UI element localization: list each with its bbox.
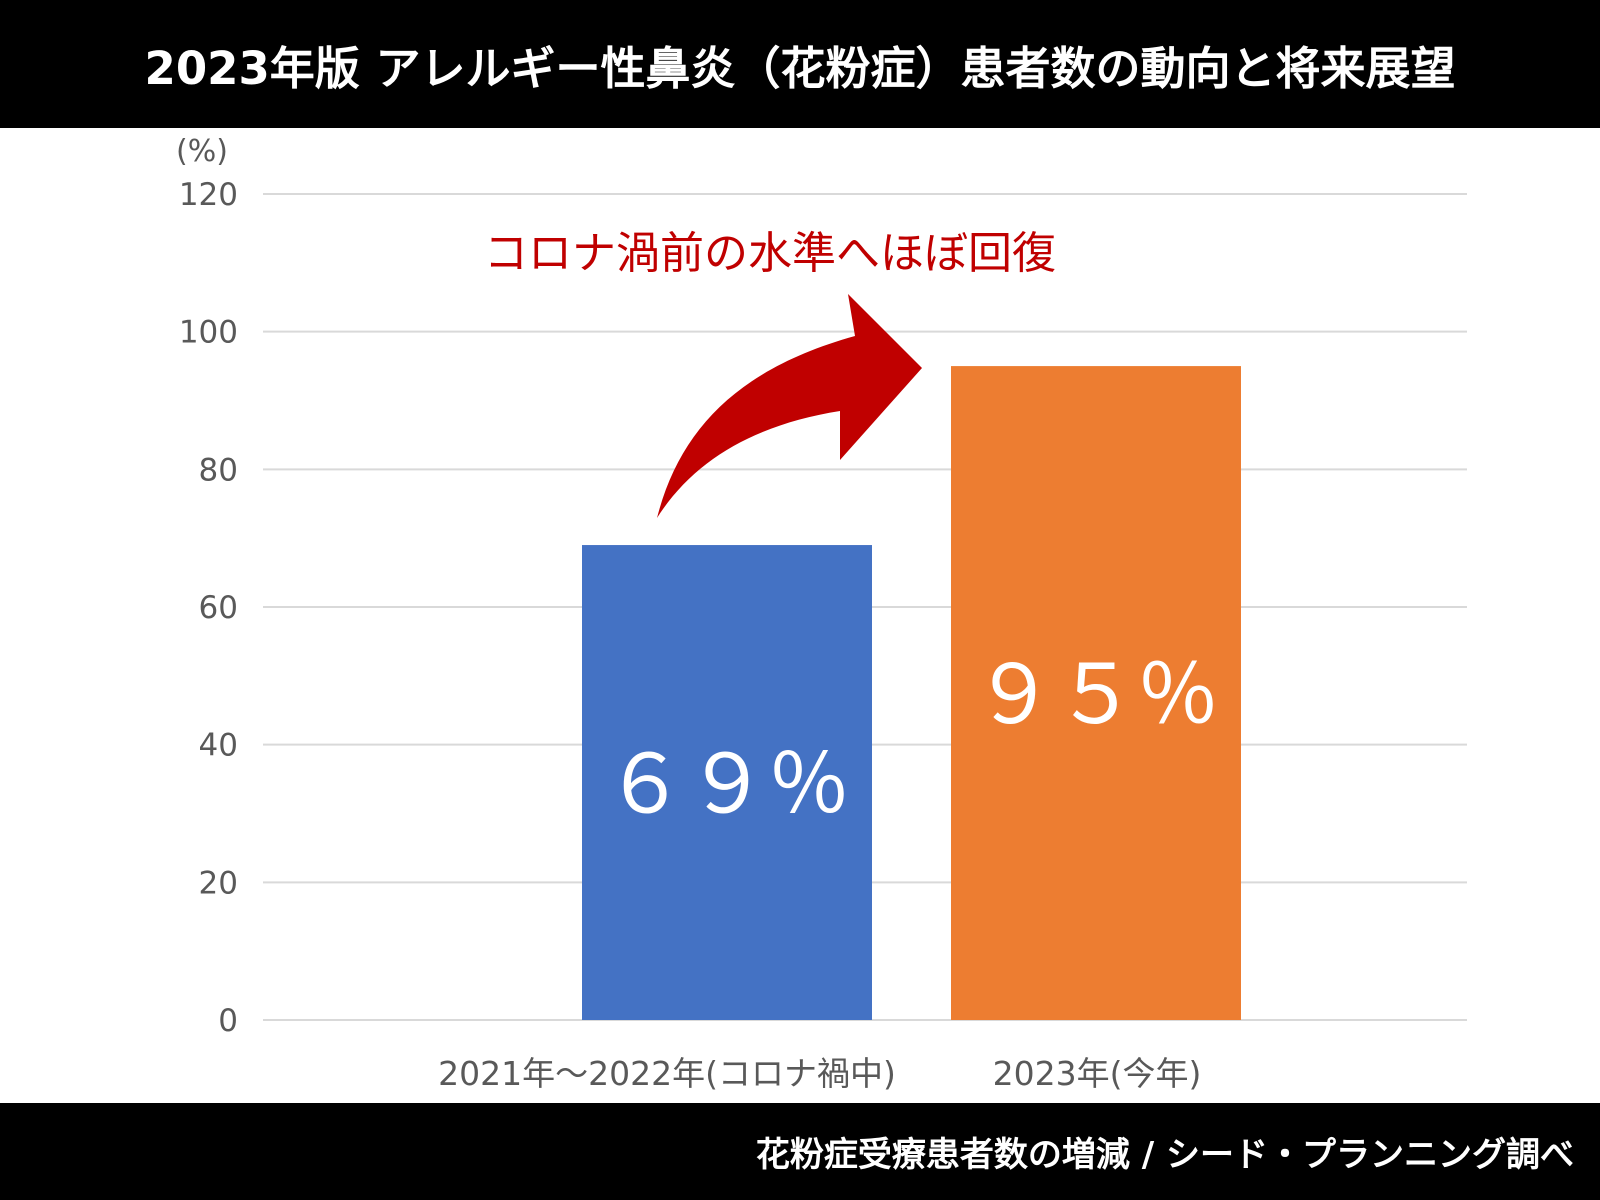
bar (951, 366, 1241, 1020)
x-tick-label: 2023年(今年) (993, 1054, 1202, 1093)
y-tick-label: 20 (199, 865, 238, 901)
header-bar: 2023年版 アレルギー性鼻炎（花粉症）患者数の動向と将来展望 (0, 0, 1600, 128)
bar (582, 545, 872, 1020)
page-title: 2023年版 アレルギー性鼻炎（花粉症）患者数の動向と将来展望 (144, 41, 1456, 95)
y-tick-label: 120 (179, 177, 238, 213)
bar-value-label: ９５％ (973, 648, 1219, 743)
footer-bar: 花粉症受療患者数の増減 / シード・プランニング調べ (0, 1103, 1600, 1200)
source-caption: 花粉症受療患者数の増減 / シード・プランニング調べ (755, 1135, 1574, 1175)
bar-value-label: ６９％ (604, 738, 850, 833)
recovery-annotation: コロナ渦前の水準へほぼ回復 (484, 228, 1056, 279)
y-tick-label: 0 (218, 1003, 238, 1039)
y-tick-label: 80 (199, 452, 238, 488)
x-axis-labels: 2021年～2022年(コロナ禍中) 2023年(今年) (438, 1054, 1201, 1093)
y-tick-label: 100 (179, 315, 238, 351)
arrow-up-right-icon (657, 294, 922, 518)
y-axis-unit-label: (%) (176, 134, 228, 169)
bars: ６９％ ９５％ (582, 366, 1241, 1020)
bar-chart: 0 20 40 60 80 100 120 (%) ６９％ ９５％ 2021年～2022年(コ… (176, 134, 1467, 1093)
x-tick-label: 2021年～2022年(コロナ禍中) (438, 1054, 896, 1093)
y-tick-label: 60 (199, 590, 238, 626)
y-tick-label: 40 (199, 728, 238, 764)
y-axis-ticks: 0 20 40 60 80 100 120 (179, 177, 238, 1039)
